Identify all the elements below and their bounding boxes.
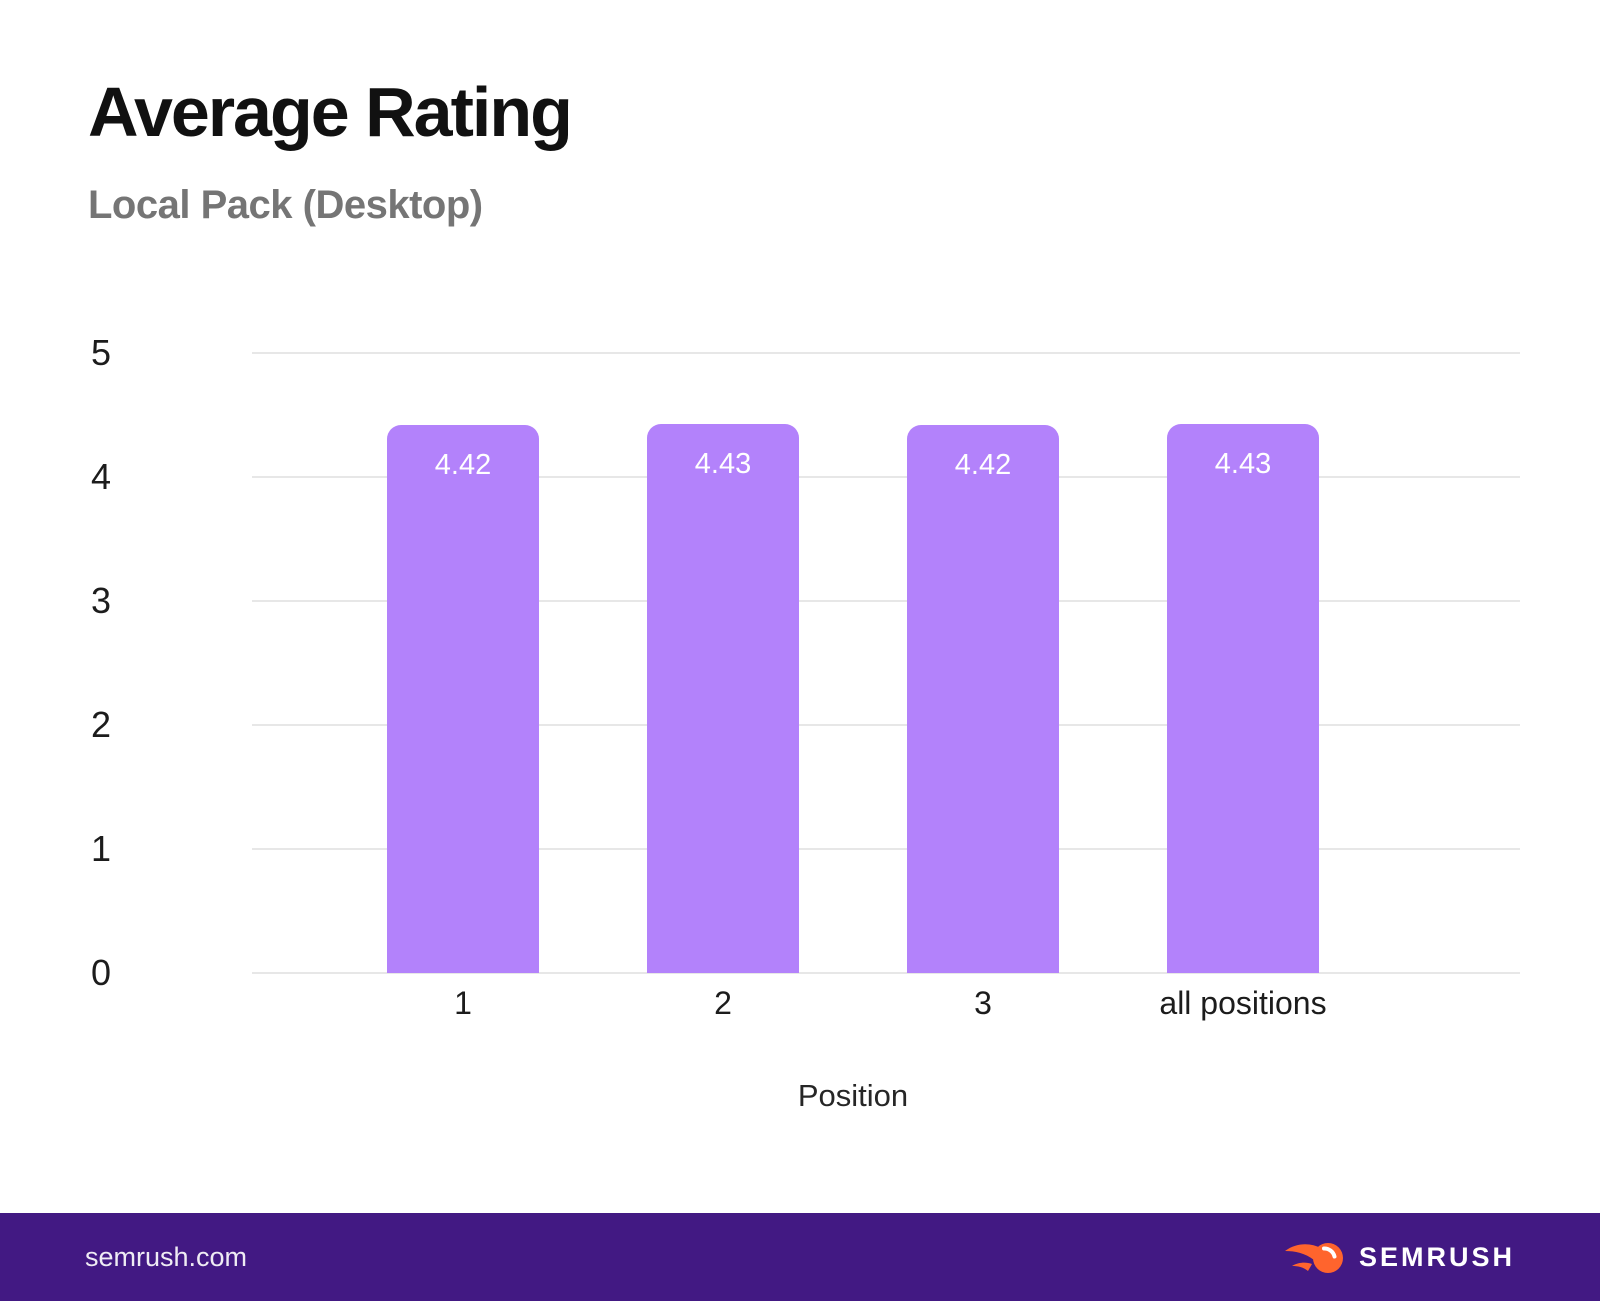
bar-1: 4.42	[387, 424, 539, 973]
semrush-flame-icon	[1284, 1243, 1343, 1273]
footer-site-text: semrush.com	[85, 1242, 248, 1272]
y-tick-label-5: 5	[90, 332, 112, 373]
y-tick-label-0: 0	[90, 952, 112, 993]
y-tick-label-3: 3	[90, 580, 112, 621]
gridline-y-5	[252, 352, 1520, 354]
gridline-y-1	[252, 848, 1520, 850]
gridline-y-3	[252, 600, 1520, 602]
brand-wordmark: SEMRUSH	[1358, 1241, 1515, 1272]
gridline-y-2	[252, 724, 1520, 726]
x-tick-label-3: 3	[974, 985, 992, 1021]
x-tick-label-1: 1	[454, 985, 472, 1021]
page-title: Average Rating	[88, 73, 573, 151]
bar-value-label: 4.42	[954, 448, 1012, 481]
plot-area: 4.42 4.43 4.42 4.43	[252, 352, 1520, 974]
bar-value-label: 4.42	[434, 448, 492, 481]
bar-3: 4.42	[907, 424, 1059, 973]
bar-2: 4.43	[647, 423, 799, 973]
bar-all positions: 4.43	[1167, 423, 1319, 973]
bar-value-label: 4.43	[694, 447, 752, 480]
x-tick-label-2: 2	[714, 985, 732, 1021]
brand-logo: SEMRUSH	[1283, 1213, 1515, 1301]
page-subtitle: Local Pack (Desktop)	[88, 183, 483, 227]
x-axis-title: Position	[797, 1078, 909, 1113]
x-tick-label-all positions: all positions	[1159, 985, 1327, 1021]
y-tick-label-1: 1	[90, 828, 112, 869]
footer: semrush.com SEMRUSH	[0, 1213, 1600, 1301]
gridline-y-4	[252, 476, 1520, 478]
flame-highlight	[1321, 1246, 1337, 1259]
bar-value-label: 4.43	[1214, 447, 1272, 480]
gridline-y-0	[252, 972, 1520, 974]
y-tick-label-4: 4	[90, 456, 112, 497]
y-tick-label-2: 2	[90, 704, 112, 745]
